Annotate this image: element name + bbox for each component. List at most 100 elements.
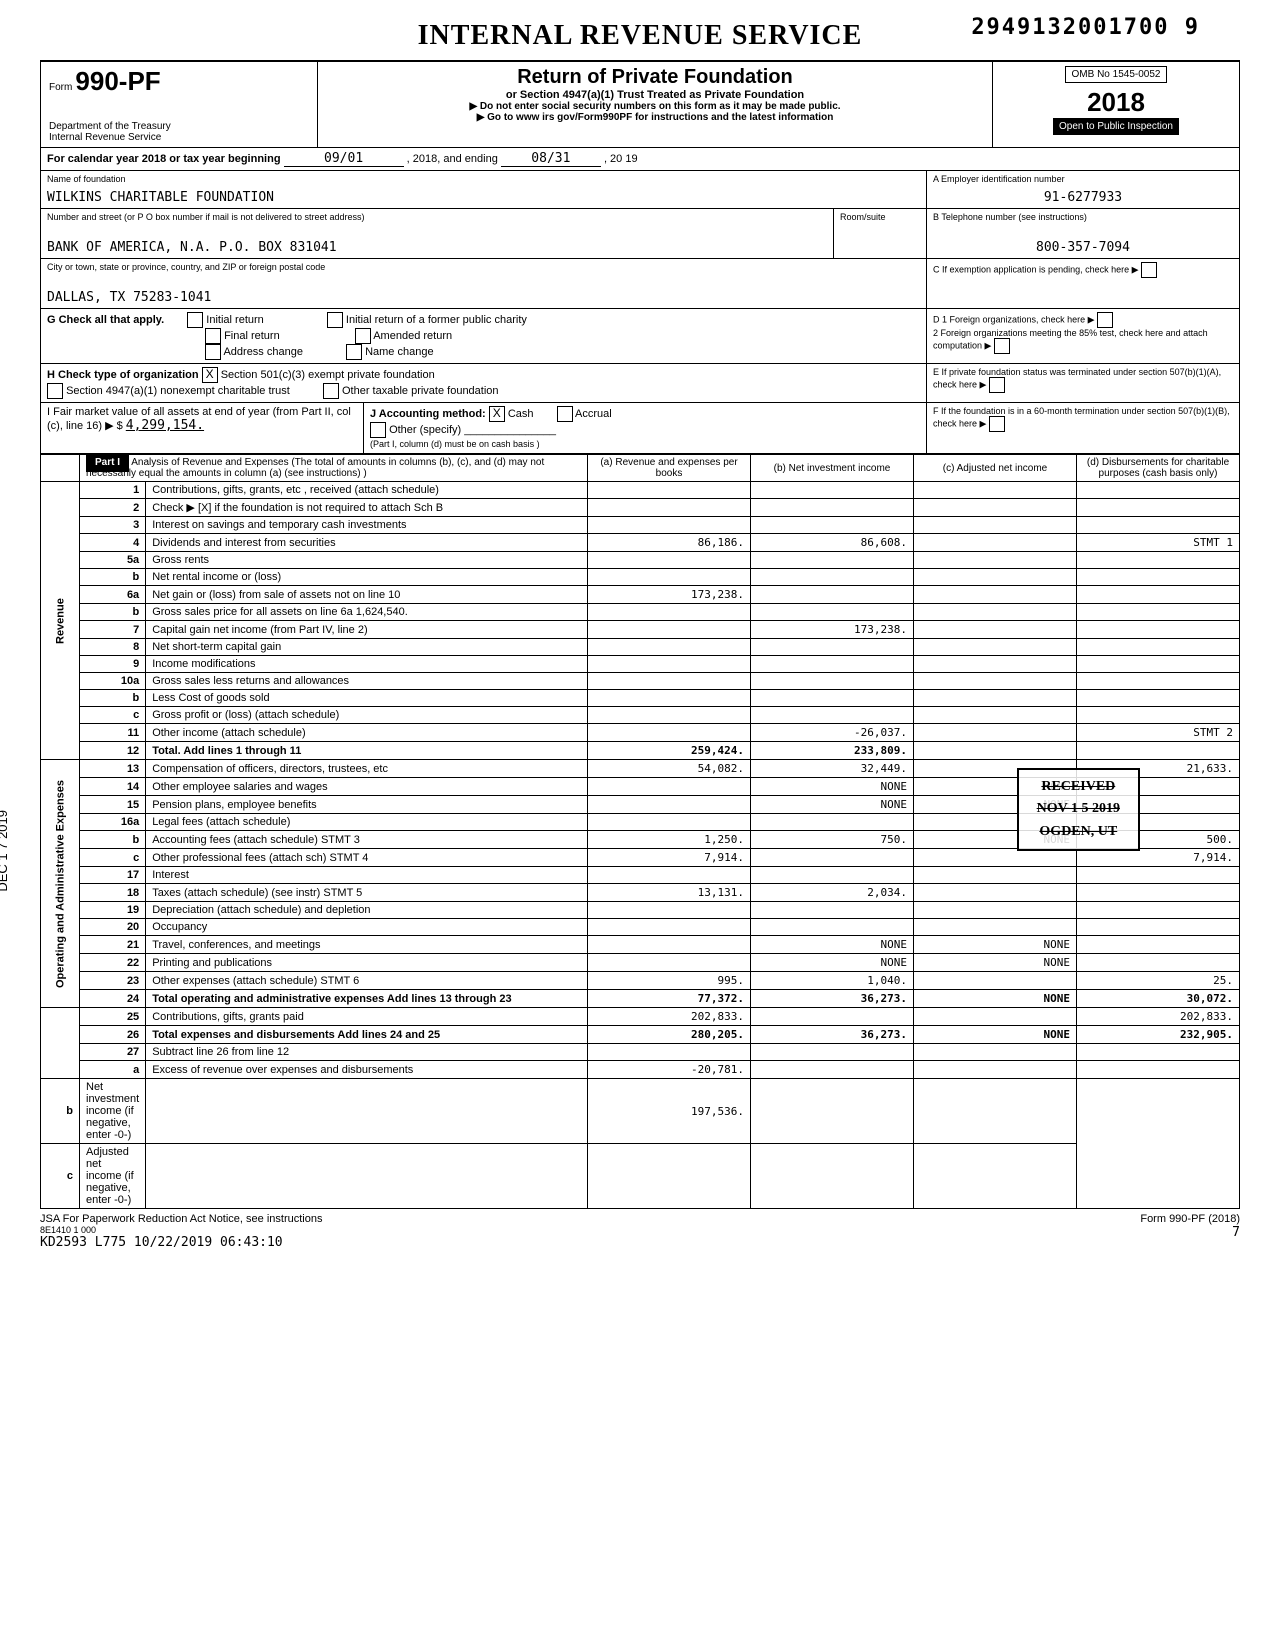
g-opt-2: Address change: [223, 346, 303, 358]
inspection-label: Open to Public Inspection: [1053, 118, 1179, 135]
cell-value: [1077, 884, 1240, 902]
city-value: DALLAS, TX 75283-1041: [47, 290, 920, 305]
cell-value: [588, 656, 751, 673]
cell-value: [914, 604, 1077, 621]
cell-value: [1077, 621, 1240, 639]
cell-value: [1077, 517, 1240, 534]
cell-value: [588, 482, 751, 499]
end-date: 08/31: [501, 151, 601, 167]
line-desc: Contributions, gifts, grants paid: [146, 1008, 588, 1026]
g-label: G Check all that apply.: [47, 314, 164, 326]
telephone: 800-357-7094: [933, 240, 1233, 255]
line-number: c: [80, 707, 146, 724]
cell-value: [914, 586, 1077, 604]
cell-value: [1077, 867, 1240, 884]
cell-value: 232,905.: [1077, 1026, 1240, 1044]
subtitle-2: ▶ Do not enter social security numbers o…: [326, 101, 984, 112]
cell-value: [914, 569, 1077, 586]
cell-value: [751, 849, 914, 867]
cell-value: [588, 1144, 751, 1209]
line-number: 7: [80, 621, 146, 639]
cell-value: [588, 1044, 751, 1061]
cell-value: [751, 499, 914, 517]
cell-value: STMT 1: [1077, 534, 1240, 552]
cell-value: [751, 814, 914, 831]
line-number: 14: [80, 778, 146, 796]
calendar-line: For calendar year 2018 or tax year begin…: [47, 153, 281, 165]
cell-value: [588, 867, 751, 884]
line-desc: Gross profit or (loss) (attach schedule): [146, 707, 588, 724]
subtitle-1: or Section 4947(a)(1) Trust Treated as P…: [326, 89, 984, 101]
line-number: 21: [80, 936, 146, 954]
cell-value: [751, 586, 914, 604]
line-desc: Less Cost of goods sold: [146, 690, 588, 707]
irs-label: Internal Revenue Service: [49, 132, 309, 143]
line-number: 23: [80, 972, 146, 990]
cell-value: [914, 673, 1077, 690]
cell-value: NONE: [914, 936, 1077, 954]
line-number: b: [80, 690, 146, 707]
cell-value: [751, 656, 914, 673]
cell-value: [751, 673, 914, 690]
cell-value: 259,424.: [588, 742, 751, 760]
j-label: J Accounting method:: [370, 408, 486, 420]
cell-value: 86,186.: [588, 534, 751, 552]
cell-value: [914, 621, 1077, 639]
cell-value: [751, 707, 914, 724]
cell-value: [751, 604, 914, 621]
cell-value: [588, 499, 751, 517]
cell-value: [1077, 569, 1240, 586]
cell-value: [914, 517, 1077, 534]
cell-value: [751, 569, 914, 586]
line-number: a: [80, 1061, 146, 1079]
ein-value: 91-6277933: [933, 190, 1233, 205]
cell-value: [914, 656, 1077, 673]
line-desc: Net gain or (loss) from sale of assets n…: [146, 586, 588, 604]
cell-value: [914, 534, 1077, 552]
cell-value: [914, 499, 1077, 517]
subtract-side: [41, 1008, 80, 1079]
line-number: 22: [80, 954, 146, 972]
line-number: b: [80, 604, 146, 621]
cell-value: [1077, 499, 1240, 517]
cell-value: [751, 639, 914, 656]
cell-value: NONE: [751, 778, 914, 796]
cell-value: [751, 919, 914, 936]
revenue-side-label: Revenue: [41, 482, 80, 760]
cell-value: [751, 517, 914, 534]
omb-number: OMB No 1545-0052: [1065, 66, 1168, 83]
cell-value: 32,449.: [751, 760, 914, 778]
expenses-side-label: Operating and Administrative Expenses: [41, 760, 80, 1008]
line-desc: Contributions, gifts, grants, etc , rece…: [146, 482, 588, 499]
cell-value: 25.: [1077, 972, 1240, 990]
cell-value: [588, 936, 751, 954]
cal-endyr: , 20 19: [604, 153, 638, 165]
cell-value: 30,072.: [1077, 990, 1240, 1008]
footer-page: 7: [1140, 1225, 1240, 1240]
name-label: Name of foundation: [47, 174, 920, 184]
cell-value: [914, 1008, 1077, 1026]
received-stamp: RECEIVED NOV 1 5 2019 OGDEN, UT: [1017, 768, 1140, 851]
g-opt-3: Initial return of a former public charit…: [346, 314, 527, 326]
d1-label: D 1 Foreign organizations, check here ▶: [933, 312, 1233, 328]
cell-value: 173,238.: [588, 586, 751, 604]
cell-value: 280,205.: [588, 1026, 751, 1044]
cell-value: [1077, 586, 1240, 604]
line-number: 3: [80, 517, 146, 534]
line-desc: Interest: [146, 867, 588, 884]
cell-value: NONE: [914, 954, 1077, 972]
cell-value: [588, 517, 751, 534]
room-label: Room/suite: [840, 212, 920, 222]
cell-value: [588, 639, 751, 656]
cell-value: [1077, 690, 1240, 707]
cell-value: [1077, 954, 1240, 972]
cell-value: [914, 919, 1077, 936]
cell-value: 77,372.: [588, 990, 751, 1008]
line-desc: Dividends and interest from securities: [146, 534, 588, 552]
j-note: (Part I, column (d) must be on cash basi…: [370, 439, 540, 449]
line-desc: Legal fees (attach schedule): [146, 814, 588, 831]
document-code: 2949132001700 9: [971, 15, 1200, 40]
cell-value: [1077, 1044, 1240, 1061]
cell-value: [146, 1144, 588, 1209]
cell-value: [588, 690, 751, 707]
